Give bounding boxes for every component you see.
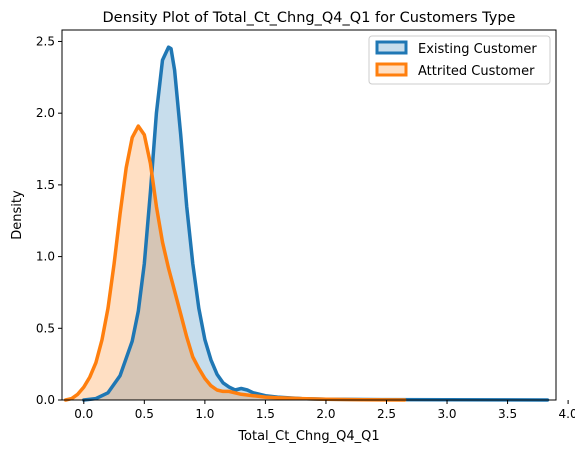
plot-area — [63, 45, 550, 402]
y-tick-label: 0.0 — [36, 393, 55, 407]
legend-swatch-existing — [375, 40, 408, 55]
chart-title: Density Plot of Total_Ct_Chng_Q4_Q1 for … — [103, 10, 516, 26]
series-area-0 — [83, 47, 548, 400]
series-line-1 — [63, 124, 407, 402]
series-area-1 — [65, 126, 405, 400]
y-tick-label: 1.5 — [36, 178, 55, 192]
y-axis-label: Density — [10, 190, 25, 240]
x-tick-label: 0.0 — [74, 407, 93, 421]
y-tick-label: 0.5 — [36, 321, 55, 335]
x-tick-label: 1.0 — [195, 407, 214, 421]
x-tick-label: 3.5 — [498, 407, 517, 421]
legend-label-attrited: Attrited Customer — [418, 64, 535, 79]
y-tick-label: 2.5 — [36, 34, 55, 48]
x-axis-label: Total_Ct_Chng_Q4_Q1 — [237, 429, 379, 444]
plot-frame — [61, 29, 557, 401]
x-tick-label: 2.0 — [316, 407, 335, 421]
x-tick-label: 4.0 — [559, 407, 575, 421]
legend: Existing Customer Attrited Customer — [368, 35, 551, 85]
axis-ticks: 0.0 0.5 1.0 1.5 2.0 2.5 3.0 3.5 4.0 0.0 0.5 1.0 1.5 2… — [36, 34, 575, 421]
y-tick-label: 1.0 — [36, 250, 55, 264]
x-tick-label: 2.5 — [377, 407, 396, 421]
y-tick-label: 2.0 — [36, 106, 55, 120]
legend-swatch-attrited — [375, 62, 408, 77]
x-tick-label: 3.0 — [437, 407, 456, 421]
legend-label-existing: Existing Customer — [418, 42, 537, 57]
legend-box — [368, 35, 551, 85]
x-tick-label: 1.5 — [256, 407, 275, 421]
x-tick-label: 0.5 — [135, 407, 154, 421]
